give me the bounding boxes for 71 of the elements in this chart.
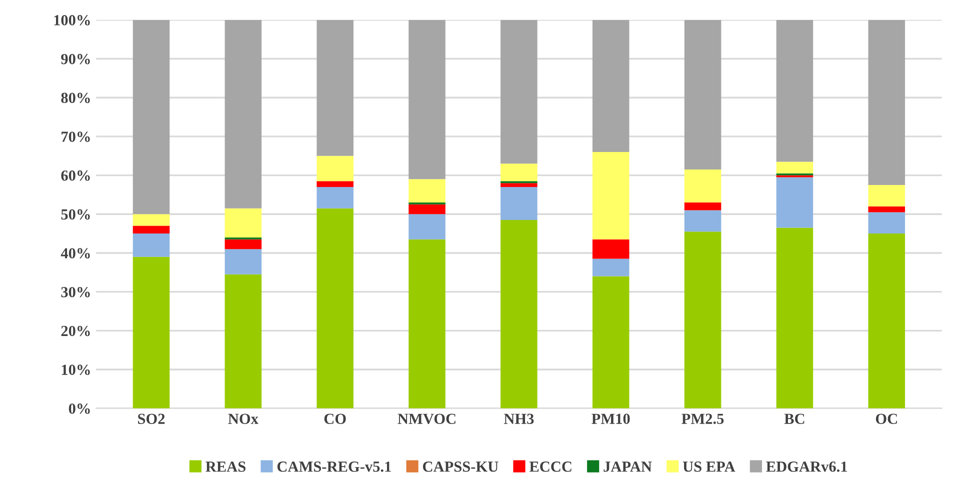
bar [868, 185, 906, 206]
bar [684, 210, 722, 232]
y-tick-label: 20% [61, 326, 90, 336]
bar [592, 258, 630, 276]
legend-label: US EPA [682, 462, 736, 472]
x-tick-label: NOx [228, 414, 258, 424]
bar [776, 228, 814, 408]
bar [592, 20, 630, 152]
y-tick-label: 90% [61, 54, 90, 64]
bar [776, 20, 814, 162]
bar [224, 274, 262, 408]
bar [224, 249, 262, 274]
bar [684, 169, 722, 202]
bar [500, 183, 538, 187]
bar [132, 256, 170, 408]
legend-label: JAPAN [604, 462, 652, 472]
legend-label: EDGARv6.1 [766, 462, 847, 472]
bar [132, 234, 170, 257]
x-tick-label: OC [876, 414, 897, 424]
bar [316, 208, 354, 408]
legend-label: ECCC [529, 462, 572, 472]
legend-label: REAS [206, 462, 246, 472]
x-tick-label: PM2.5 [682, 414, 724, 424]
bar [408, 239, 446, 408]
bar [408, 214, 446, 240]
bar [408, 20, 446, 180]
legend-label: CAPSS-KU [422, 462, 498, 472]
y-tick-label: 0% [68, 404, 90, 414]
y-tick-label: 40% [60, 248, 90, 258]
bar [684, 202, 722, 210]
bar [224, 20, 262, 208]
bar [408, 179, 446, 202]
y-tick-label: 100% [54, 15, 90, 26]
bar [132, 214, 170, 226]
y-tick-label: 30% [61, 286, 90, 298]
bar [500, 20, 538, 164]
bar [500, 164, 538, 182]
bar [684, 20, 722, 170]
bar [592, 152, 630, 240]
bar [592, 276, 630, 408]
bar [500, 186, 538, 220]
bar [500, 220, 538, 408]
bar [132, 20, 170, 214]
x-tick-label: BC [784, 414, 804, 424]
bar [684, 232, 722, 408]
bar [408, 204, 446, 214]
bar [224, 239, 262, 250]
y-tick-label: 70% [62, 132, 90, 142]
x-tick-label: NMVOC [398, 414, 456, 424]
bar [224, 208, 262, 238]
legend-label: CAMS-REG-v5.1 [277, 462, 391, 472]
x-tick-label: CO [324, 414, 346, 424]
x-tick-label: PM10 [592, 414, 630, 424]
bar [316, 186, 354, 208]
bar [868, 212, 906, 234]
bar [776, 177, 814, 228]
y-tick-label: 80% [61, 92, 90, 104]
y-tick-label: 50% [61, 209, 90, 220]
bar [868, 234, 906, 408]
y-tick-label: 60% [61, 170, 90, 181]
bar [132, 226, 170, 234]
x-tick-label: SO2 [138, 414, 165, 424]
bar [868, 206, 906, 212]
x-tick-label: NH3 [504, 414, 534, 424]
bar [316, 20, 354, 156]
bar [316, 181, 354, 187]
bar [868, 20, 906, 186]
bar [316, 156, 354, 182]
bar [776, 162, 814, 174]
bar [592, 239, 630, 259]
y-tick-label: 10% [62, 364, 90, 376]
